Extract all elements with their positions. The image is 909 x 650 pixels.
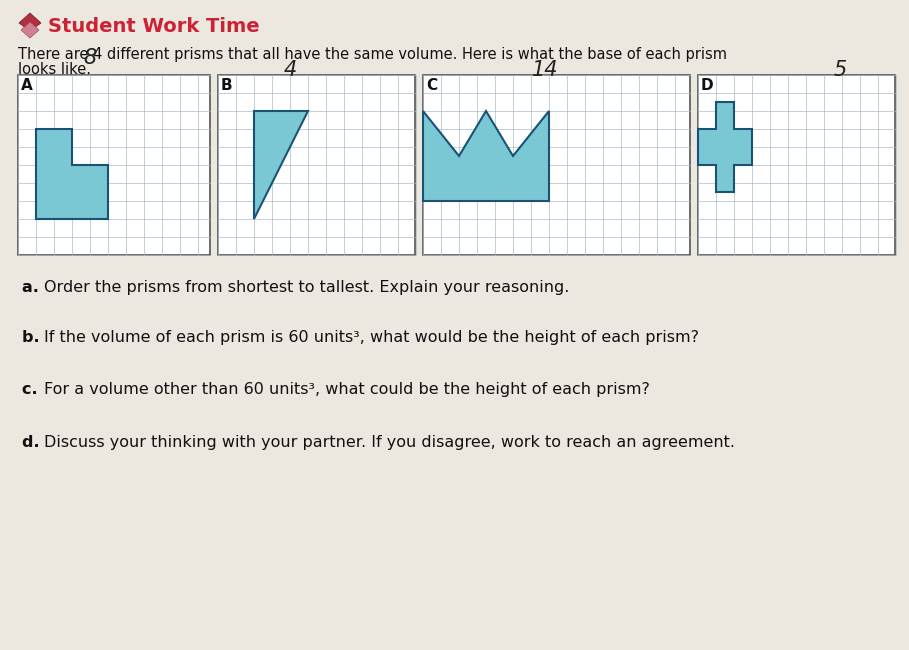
Text: c.: c. — [22, 382, 44, 397]
Text: There are 4 different prisms that all have the same volume. Here is what the bas: There are 4 different prisms that all ha… — [18, 47, 727, 62]
Text: 8: 8 — [84, 48, 96, 68]
Text: looks like.: looks like. — [18, 62, 91, 77]
Text: If the volume of each prism is 60 units³, what would be the height of each prism: If the volume of each prism is 60 units³… — [44, 330, 699, 345]
Bar — [18, 75, 210, 255]
Text: d.: d. — [22, 435, 45, 450]
Text: Discuss your thinking with your partner. If you disagree, work to reach an agree: Discuss your thinking with your partner.… — [44, 435, 734, 450]
Text: For a volume other than 60 units³, what could be the height of each prism?: For a volume other than 60 units³, what … — [44, 382, 649, 397]
Polygon shape — [423, 111, 549, 201]
Polygon shape — [254, 111, 308, 219]
Text: D: D — [701, 78, 714, 93]
Text: 14: 14 — [532, 60, 558, 80]
Text: C: C — [426, 78, 437, 93]
Polygon shape — [19, 13, 41, 31]
Bar — [423, 75, 690, 255]
Text: Student Work Time: Student Work Time — [48, 16, 260, 36]
Bar — [218, 75, 415, 255]
Text: A: A — [21, 78, 33, 93]
Bar — [698, 75, 895, 255]
Polygon shape — [698, 102, 752, 192]
Text: a.: a. — [22, 280, 45, 295]
Polygon shape — [21, 22, 39, 38]
Text: b.: b. — [22, 330, 45, 345]
Text: Order the prisms from shortest to tallest. Explain your reasoning.: Order the prisms from shortest to talles… — [44, 280, 569, 295]
Text: B: B — [221, 78, 233, 93]
Polygon shape — [36, 129, 108, 219]
Text: 5: 5 — [834, 60, 846, 80]
Text: 4: 4 — [284, 60, 296, 80]
